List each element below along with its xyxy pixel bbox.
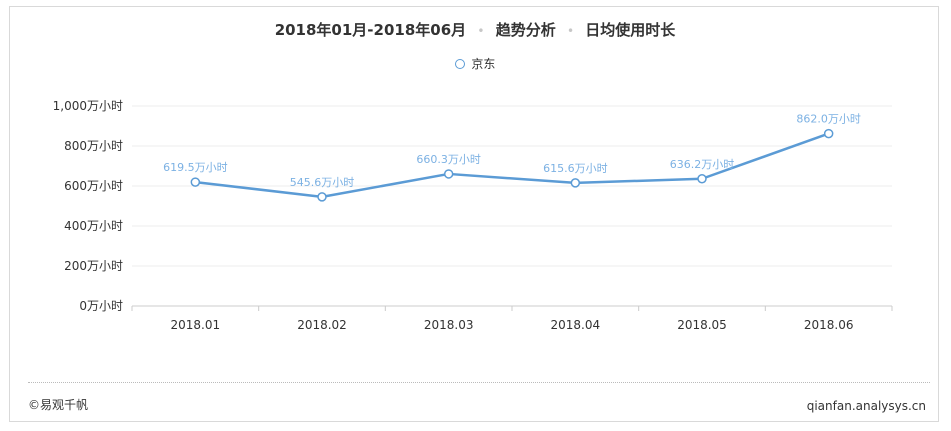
data-point bbox=[823, 128, 834, 139]
legend-label: 京东 bbox=[471, 57, 496, 71]
chart-legend[interactable]: 京东 bbox=[10, 55, 940, 72]
footer-divider bbox=[28, 382, 930, 383]
copyright-text: ©易观千帆 bbox=[28, 398, 89, 412]
title-analysis: 趋势分析 bbox=[495, 21, 556, 39]
x-tick-label: 2018.01 bbox=[171, 318, 221, 332]
y-tick-label: 800万小时 bbox=[64, 139, 123, 153]
data-label: 619.5万小时 bbox=[163, 161, 228, 174]
y-tick-label: 400万小时 bbox=[64, 219, 123, 233]
title-metric: 日均使用时长 bbox=[585, 21, 676, 39]
line-chart: 0万小时 200万小时 400万小时 600万小时 800万小时 1,000万小时 2018… bbox=[53, 99, 893, 332]
x-tick-label: 2018.06 bbox=[804, 318, 854, 332]
data-label: 615.6万小时 bbox=[543, 162, 608, 175]
y-tick-label: 0万小时 bbox=[79, 299, 123, 313]
data-point bbox=[317, 192, 327, 202]
y-tick-label: 200万小时 bbox=[64, 259, 123, 273]
data-label: 660.3万小时 bbox=[416, 153, 481, 166]
chart-card: 2018年01月-2018年06月 • 趋势分析 • 日均使用时长 京东 0万小… bbox=[9, 6, 939, 422]
data-point bbox=[570, 178, 581, 188]
data-label: 545.6万小时 bbox=[290, 176, 355, 189]
x-tick-label: 2018.05 bbox=[677, 318, 727, 332]
x-tick-label: 2018.03 bbox=[424, 318, 474, 332]
data-label: 636.2万小时 bbox=[670, 158, 735, 171]
title-separator: • bbox=[566, 24, 575, 38]
x-tick-label: 2018.04 bbox=[551, 318, 601, 332]
data-label: 862.0万小时 bbox=[796, 113, 861, 126]
chart-title: 2018年01月-2018年06月 • 趋势分析 • 日均使用时长 bbox=[10, 19, 940, 40]
data-point bbox=[190, 177, 201, 187]
x-tick-label: 2018.02 bbox=[297, 318, 347, 332]
data-point bbox=[697, 174, 707, 184]
y-tick-label: 600万小时 bbox=[64, 179, 123, 193]
legend-marker-icon bbox=[454, 59, 465, 69]
series-line bbox=[195, 132, 830, 199]
site-url: qianfan.analysys.cn bbox=[806, 399, 926, 413]
title-separator: • bbox=[477, 24, 485, 38]
y-tick-label: 1,000万小时 bbox=[53, 99, 123, 113]
title-period: 2018年01月-2018年06月 bbox=[274, 21, 467, 39]
data-point bbox=[443, 169, 454, 179]
